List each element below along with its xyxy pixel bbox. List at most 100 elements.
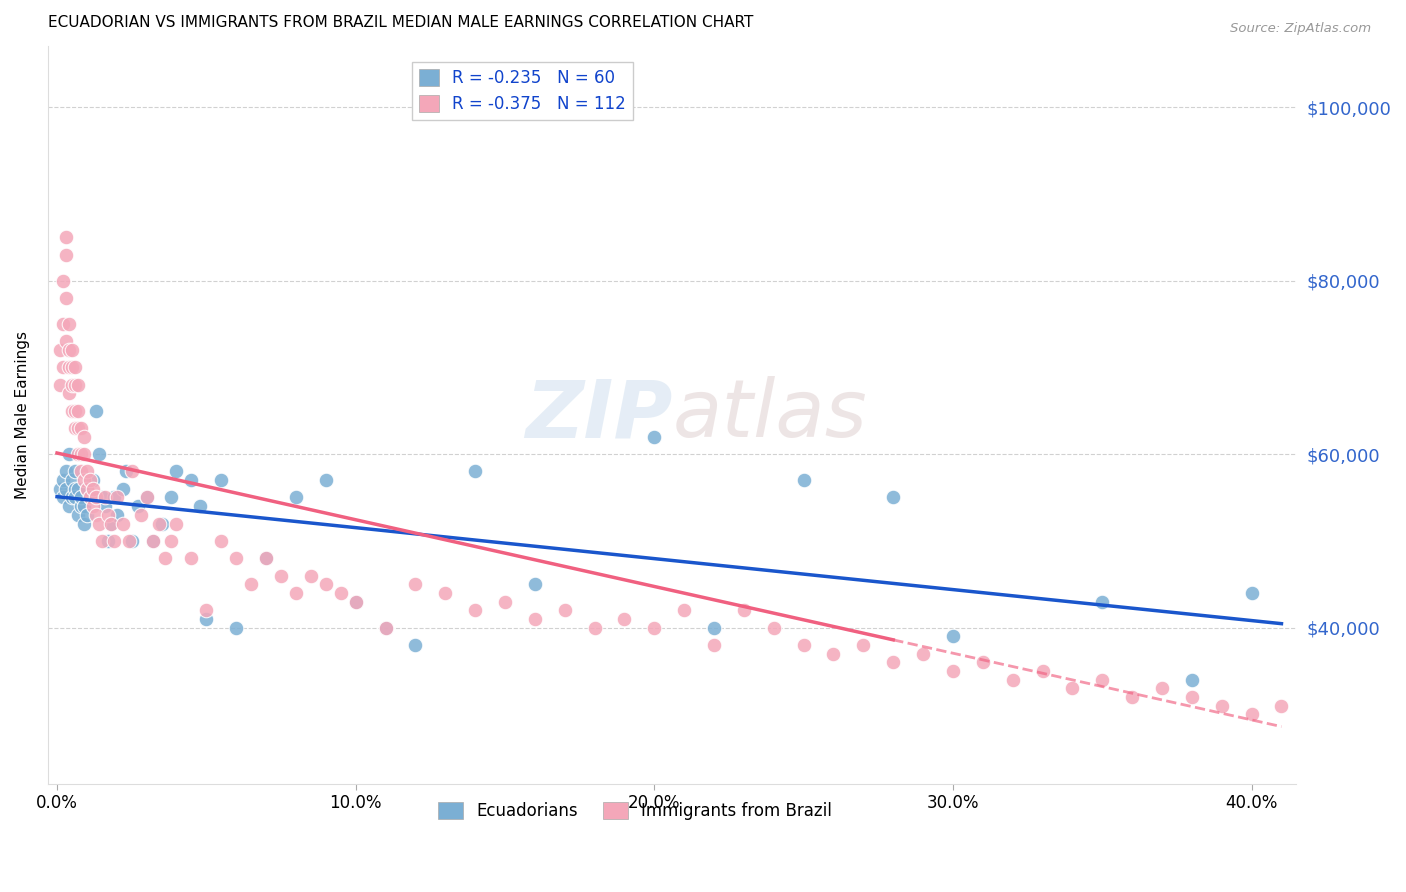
Point — [404, 638, 426, 652]
Point — [1001, 673, 1024, 687]
Point — [1150, 681, 1173, 696]
Point — [55, 230, 77, 244]
Point — [1181, 690, 1204, 704]
Point — [643, 621, 665, 635]
Point — [60, 377, 83, 392]
Point — [60, 491, 83, 505]
Point — [1091, 594, 1114, 608]
Point — [1121, 690, 1143, 704]
Point — [135, 491, 157, 505]
Point — [148, 516, 170, 531]
Point — [494, 594, 516, 608]
Point — [523, 577, 546, 591]
Point — [315, 577, 337, 591]
Point — [793, 638, 815, 652]
Point — [254, 551, 277, 566]
Point — [52, 274, 75, 288]
Point — [882, 491, 904, 505]
Point — [58, 360, 80, 375]
Point — [583, 621, 606, 635]
Point — [209, 473, 232, 487]
Point — [762, 621, 785, 635]
Point — [63, 360, 86, 375]
Point — [79, 473, 101, 487]
Point — [434, 586, 457, 600]
Point — [344, 594, 367, 608]
Point — [225, 551, 247, 566]
Point — [1240, 586, 1263, 600]
Point — [121, 465, 143, 479]
Point — [79, 491, 101, 505]
Point — [66, 482, 89, 496]
Point — [1360, 724, 1382, 739]
Point — [55, 482, 77, 496]
Point — [76, 482, 98, 496]
Point — [209, 533, 232, 548]
Point — [942, 664, 965, 678]
Point — [84, 508, 107, 522]
Point — [90, 491, 112, 505]
Point — [58, 499, 80, 513]
Text: atlas: atlas — [672, 376, 868, 454]
Point — [135, 491, 157, 505]
Point — [299, 568, 322, 582]
Point — [60, 360, 83, 375]
Point — [63, 465, 86, 479]
Point — [76, 482, 98, 496]
Y-axis label: Median Male Earnings: Median Male Earnings — [15, 331, 30, 500]
Point — [114, 465, 136, 479]
Point — [643, 430, 665, 444]
Point — [315, 473, 337, 487]
Point — [94, 491, 117, 505]
Point — [84, 491, 107, 505]
Legend: Ecuadorians, Immigrants from Brazil: Ecuadorians, Immigrants from Brazil — [432, 796, 838, 827]
Point — [97, 533, 120, 548]
Point — [105, 491, 128, 505]
Point — [1032, 664, 1054, 678]
Point — [153, 551, 176, 566]
Point — [284, 586, 307, 600]
Point — [58, 317, 80, 331]
Point — [882, 655, 904, 669]
Point — [63, 421, 86, 435]
Point — [225, 621, 247, 635]
Point — [1062, 681, 1084, 696]
Point — [66, 377, 89, 392]
Point — [63, 403, 86, 417]
Point — [55, 247, 77, 261]
Point — [52, 317, 75, 331]
Point — [195, 612, 218, 626]
Point — [97, 508, 120, 522]
Point — [70, 447, 93, 461]
Point — [912, 647, 935, 661]
Point — [103, 533, 125, 548]
Point — [100, 516, 122, 531]
Point — [254, 551, 277, 566]
Point — [73, 447, 96, 461]
Point — [240, 577, 263, 591]
Point — [1389, 716, 1406, 731]
Point — [94, 499, 117, 513]
Point — [703, 621, 725, 635]
Point — [554, 603, 576, 617]
Point — [60, 473, 83, 487]
Point — [58, 386, 80, 401]
Point — [55, 465, 77, 479]
Point — [70, 499, 93, 513]
Point — [63, 377, 86, 392]
Point — [159, 491, 181, 505]
Point — [63, 482, 86, 496]
Point — [127, 499, 149, 513]
Point — [823, 647, 845, 661]
Point — [60, 403, 83, 417]
Point — [76, 465, 98, 479]
Point — [52, 491, 75, 505]
Point — [129, 508, 152, 522]
Point — [344, 594, 367, 608]
Point — [159, 533, 181, 548]
Point — [1240, 707, 1263, 722]
Point — [1091, 673, 1114, 687]
Point — [58, 447, 80, 461]
Text: Source: ZipAtlas.com: Source: ZipAtlas.com — [1230, 22, 1371, 36]
Point — [49, 343, 72, 357]
